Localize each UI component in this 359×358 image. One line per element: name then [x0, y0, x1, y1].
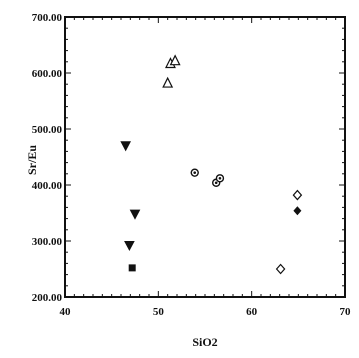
filled-triangle-down-point: [120, 141, 131, 152]
data-points: [120, 54, 303, 275]
filled-diamond-point: [293, 206, 302, 216]
open-diamond-point: [275, 263, 286, 275]
x-axis-title: SiO2: [192, 335, 217, 349]
y-tick-label: 700.00: [32, 12, 63, 24]
y-axis-title: Sr/Eu: [25, 145, 39, 175]
circle-point-center: [218, 176, 222, 180]
open-triangle-point: [169, 54, 181, 66]
open-triangle-point: [162, 76, 174, 88]
circle-point-center: [214, 181, 218, 185]
y-tick-labels: 200.00 300.00 400.00 500.00 600.00 700.00: [32, 12, 63, 304]
y-tick-label: 500.00: [32, 124, 63, 136]
x-tick-label: 50: [153, 306, 165, 318]
circle-point-center: [193, 171, 197, 174]
y-tick-label: 400.00: [32, 180, 63, 192]
x-tick-label: 40: [60, 306, 72, 318]
y-tick-label: 200.00: [32, 292, 63, 304]
open-diamond-point: [292, 189, 303, 201]
x-tick-labels: 40 50 60 70: [60, 306, 352, 318]
x-tick-label: 60: [246, 306, 258, 318]
filled-triangle-down-point: [124, 240, 135, 252]
x-tick-label: 70: [340, 306, 352, 318]
filled-triangle-down-point: [129, 209, 141, 220]
plot-frame: [64, 16, 346, 298]
filled-square-point: [128, 264, 136, 272]
tick-marks: [64, 16, 346, 298]
y-tick-label: 300.00: [32, 236, 63, 248]
y-tick-label: 600.00: [32, 68, 63, 80]
